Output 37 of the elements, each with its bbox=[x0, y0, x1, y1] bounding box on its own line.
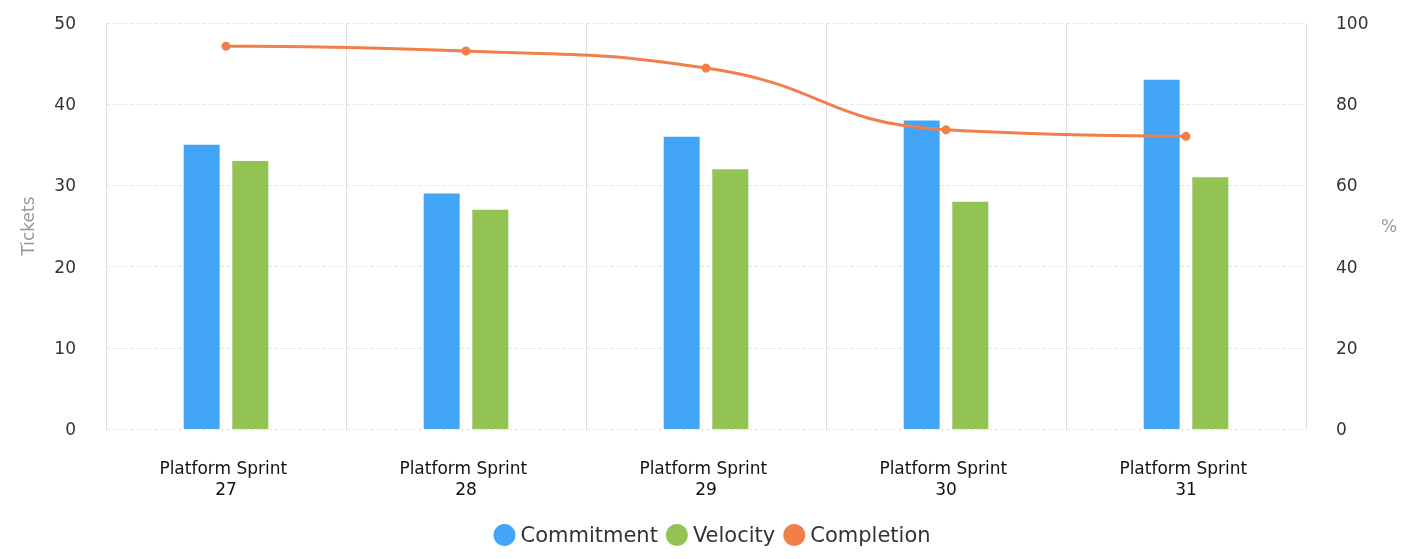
y2-tick-label: 20 bbox=[1336, 337, 1358, 358]
bar bbox=[183, 144, 220, 429]
y2-tick-label: 40 bbox=[1336, 256, 1358, 277]
bar bbox=[1192, 177, 1229, 429]
x-tick-label: Platform Sprint 29 bbox=[639, 457, 773, 499]
y-tick-label: 0 bbox=[65, 419, 76, 439]
point bbox=[701, 63, 711, 73]
x-tick-label: Platform Sprint 31 bbox=[1119, 457, 1253, 499]
y2-tick-label: 0 bbox=[1336, 419, 1347, 439]
x-tick-label: Platform Sprint 28 bbox=[399, 457, 533, 499]
x-tick-label: Platform Sprint 30 bbox=[879, 457, 1013, 499]
bar bbox=[663, 136, 700, 429]
point bbox=[221, 41, 231, 51]
legend-label: Completion bbox=[810, 523, 931, 547]
y2-tick-label: 80 bbox=[1336, 94, 1358, 115]
y-tick-label: 40 bbox=[54, 94, 76, 115]
y-tick-label: 10 bbox=[54, 337, 76, 358]
bar bbox=[903, 120, 940, 429]
y2-tick-label: 100 bbox=[1336, 13, 1369, 33]
bar bbox=[232, 161, 269, 429]
y-tick-label: 50 bbox=[54, 13, 76, 33]
y-tick-label: 20 bbox=[54, 256, 76, 277]
y-tick-label: 30 bbox=[54, 175, 76, 196]
y2-tick-label: 60 bbox=[1336, 175, 1358, 196]
legend-label: Commitment bbox=[520, 523, 658, 547]
bar bbox=[1143, 79, 1180, 429]
x-tick-label: Platform Sprint 27 bbox=[159, 457, 293, 499]
bar bbox=[423, 193, 460, 429]
y-axis-title: Tickets bbox=[17, 196, 38, 257]
bar bbox=[472, 209, 509, 429]
point bbox=[1181, 131, 1191, 141]
legend-label: Velocity bbox=[692, 523, 776, 547]
point bbox=[461, 46, 471, 56]
point bbox=[941, 125, 951, 135]
bar bbox=[712, 169, 749, 429]
bar bbox=[952, 201, 989, 429]
y2-axis-title: % bbox=[1381, 216, 1398, 236]
